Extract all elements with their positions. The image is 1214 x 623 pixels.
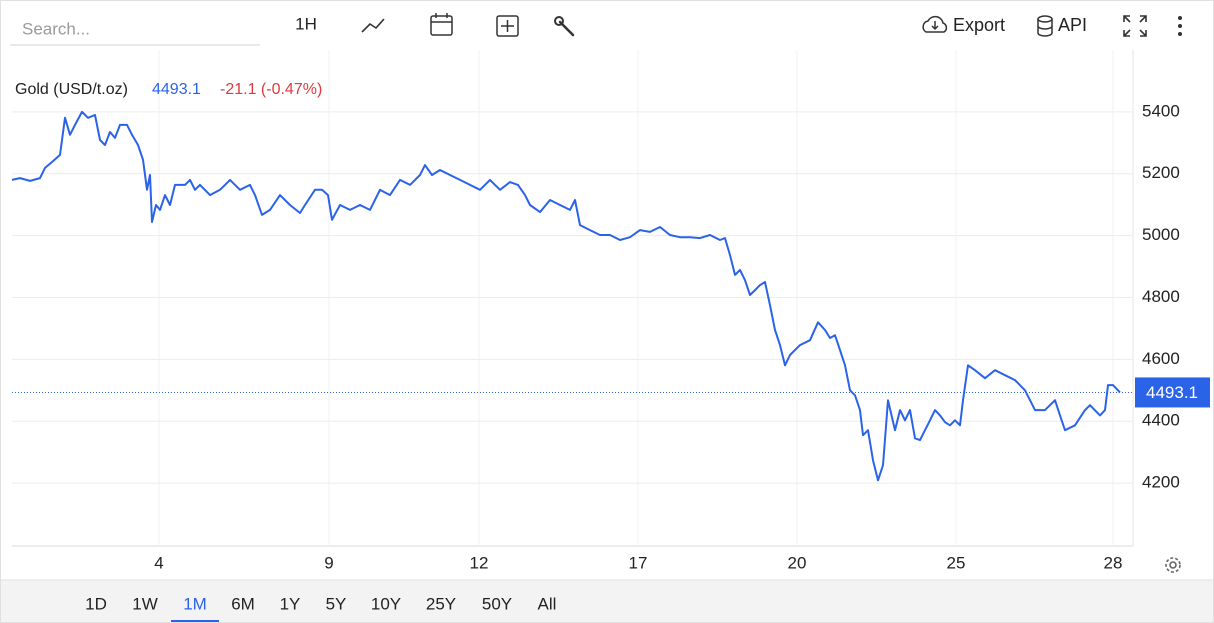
y-tick-label: 4200 xyxy=(1142,473,1180,492)
chart-type-icon[interactable] xyxy=(361,18,385,33)
last-price-label: 4493.1 xyxy=(1146,383,1198,402)
range-button[interactable]: 50Y xyxy=(482,594,512,613)
legend-change: -21.1 (-0.47%) xyxy=(220,81,322,98)
range-buttons: 1D 1W 1M 6M 1Y 5Y 10Y 25Y 50Y All xyxy=(85,594,557,622)
interval-button[interactable]: 1H xyxy=(295,14,317,33)
fullscreen-icon[interactable] xyxy=(1123,15,1147,37)
x-tick-label: 25 xyxy=(947,553,966,572)
indicator-icon[interactable] xyxy=(496,15,519,37)
range-button[interactable]: 6M xyxy=(231,594,255,613)
search-placeholder: Search... xyxy=(22,19,90,38)
search-box[interactable]: Search... xyxy=(10,19,260,46)
api-label: API xyxy=(1058,15,1087,35)
range-button[interactable]: 1D xyxy=(85,594,107,613)
calendar-icon[interactable] xyxy=(430,13,453,36)
range-button[interactable]: 10Y xyxy=(371,594,401,613)
plot xyxy=(11,110,1133,482)
y-tick-label: 5200 xyxy=(1142,163,1180,182)
x-tick-label: 9 xyxy=(324,553,333,572)
export-label: Export xyxy=(953,15,1005,35)
menu-icon[interactable] xyxy=(1178,16,1182,36)
legend-last-value: 4493.1 xyxy=(152,81,201,98)
settings-wrench-icon[interactable] xyxy=(554,16,575,37)
x-tick-label: 28 xyxy=(1104,553,1123,572)
gear-icon[interactable] xyxy=(1165,557,1181,573)
range-button[interactable]: 5Y xyxy=(326,594,347,613)
grid xyxy=(12,50,1133,546)
y-tick-label: 4400 xyxy=(1142,411,1180,430)
last-price-tag xyxy=(1135,377,1210,408)
export-button[interactable]: Export xyxy=(922,15,1005,35)
range-button[interactable]: 1W xyxy=(132,594,158,613)
api-button[interactable]: API xyxy=(1037,15,1087,37)
y-tick-label: 4600 xyxy=(1142,349,1180,368)
price-line xyxy=(11,110,1121,482)
range-button[interactable]: 25Y xyxy=(426,594,456,613)
y-tick-label: 5400 xyxy=(1142,101,1180,120)
legend-title: Gold (USD/t.oz) xyxy=(15,81,128,98)
x-tick-label: 4 xyxy=(154,553,163,572)
y-tick-label: 4800 xyxy=(1142,287,1180,306)
range-button[interactable]: All xyxy=(538,594,557,613)
x-tick-label: 12 xyxy=(470,553,489,572)
x-tick-label: 20 xyxy=(788,553,807,572)
y-tick-label: 5000 xyxy=(1142,225,1180,244)
range-bar xyxy=(1,580,1213,622)
x-tick-label: 17 xyxy=(629,553,648,572)
range-button[interactable]: 1M xyxy=(183,594,207,613)
range-button[interactable]: 1Y xyxy=(280,594,301,613)
